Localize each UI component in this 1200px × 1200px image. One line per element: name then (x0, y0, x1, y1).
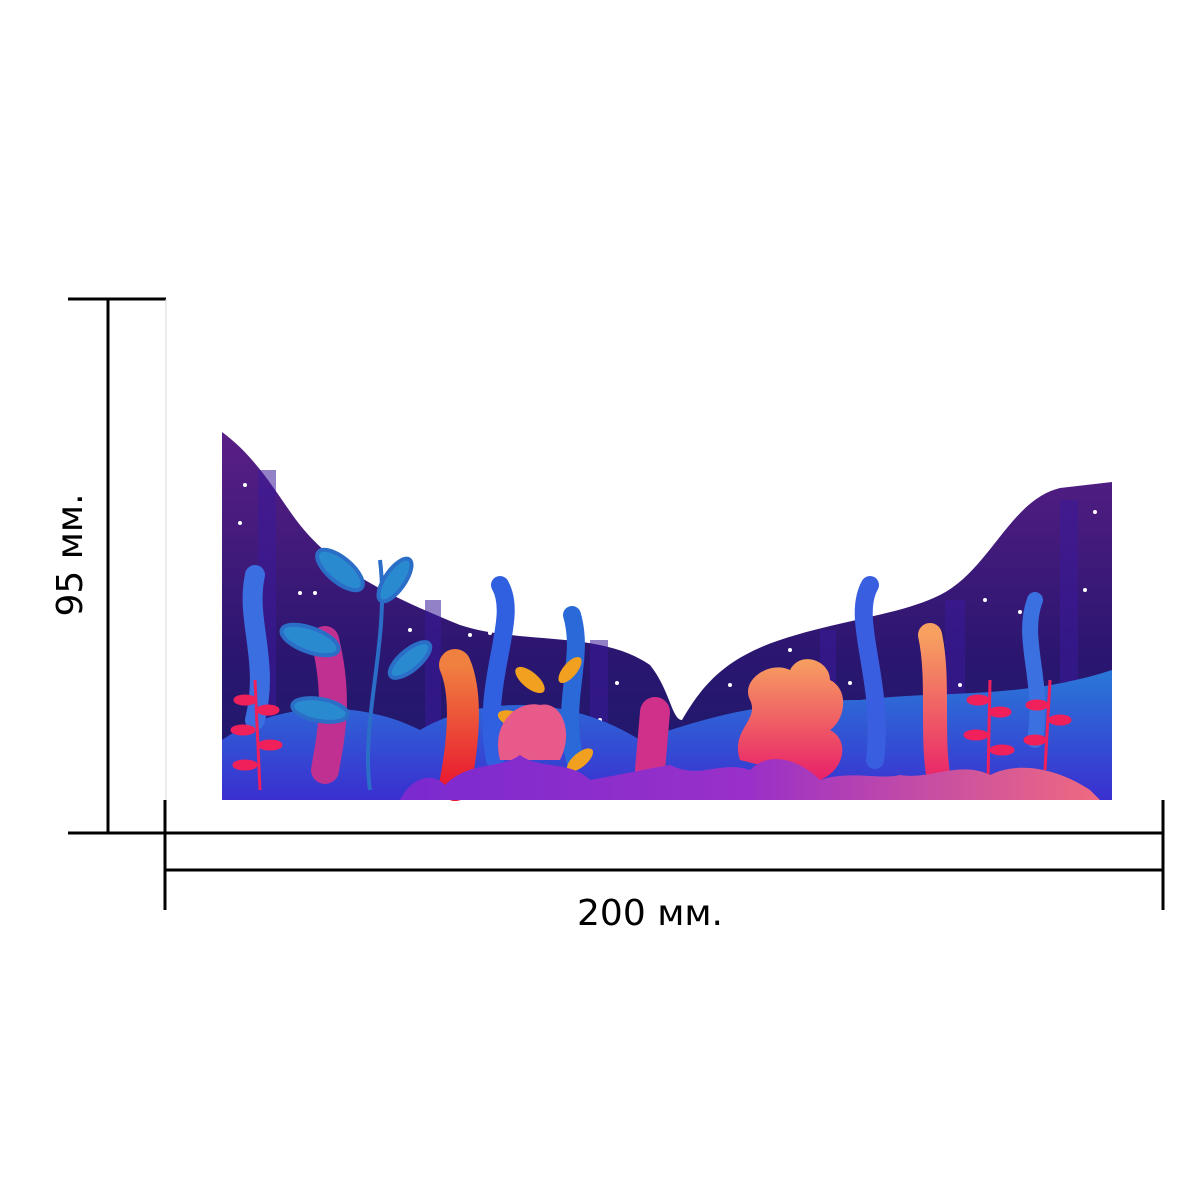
red-ferns (230, 679, 1072, 791)
stars (238, 483, 1097, 772)
width-label: 200 мм. (577, 893, 723, 934)
dimension-lines (68, 297, 1165, 910)
coral (737, 659, 844, 780)
coral-left (498, 704, 567, 760)
height-label: 95 мм. (50, 493, 91, 616)
foreground-weeds (400, 755, 1100, 800)
illustration (222, 432, 1112, 801)
leafy-plant (279, 547, 433, 791)
